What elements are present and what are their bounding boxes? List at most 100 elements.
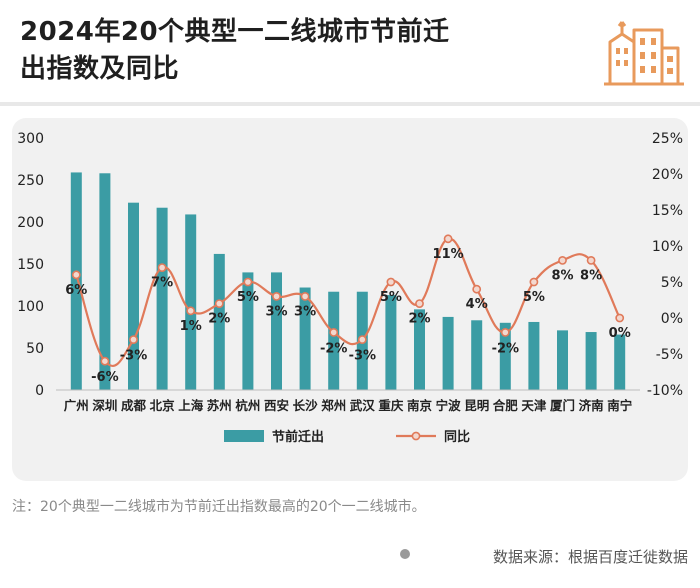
y-left-tick-label: 300 (17, 131, 44, 147)
bar-西安 (271, 272, 282, 390)
bar-上海 (185, 214, 197, 390)
y-right-tick-label: 10% (652, 239, 683, 255)
y-left-tick-label: 150 (17, 257, 44, 273)
bar-合肥 (499, 322, 511, 390)
x-tick-label: 杭州 (235, 398, 260, 413)
y-right-tick-label: 20% (652, 167, 683, 183)
line-point (357, 335, 367, 344)
line-point (186, 306, 196, 316)
data-label: -3% (120, 349, 147, 364)
x-tick-label: 厦门 (550, 398, 575, 413)
data-label: 5% (380, 290, 402, 305)
page-title: 2024年20个典型一二线城市节前迁 出指数及同比 (20, 14, 450, 88)
data-source: 数据来源：根据百度迁徙数据 (492, 548, 688, 566)
line-point (500, 327, 510, 337)
bar-南宁 (614, 334, 626, 390)
title-line-1: 2024年20个典型一二线城市节前迁 (20, 17, 450, 47)
y-right-tick-label: 0% (661, 311, 683, 327)
x-tick-label: 武汉 (350, 398, 376, 413)
line-point (272, 291, 281, 301)
y-right-tick-label: 15% (652, 203, 683, 219)
data-label: -2% (320, 341, 347, 356)
x-tick-label: 重庆 (378, 398, 404, 413)
data-label: 8% (551, 268, 573, 283)
bar-南京 (414, 309, 425, 390)
line-point (472, 284, 482, 294)
bar-长沙 (299, 287, 311, 390)
x-tick-label: 昆明 (464, 398, 489, 413)
bar-昆明 (471, 320, 483, 390)
x-tick-label: 西安 (264, 398, 289, 413)
data-label: 11% (433, 247, 464, 262)
data-label: 7% (151, 276, 173, 291)
bar-苏州 (213, 253, 225, 390)
y-left-tick-label: 0 (35, 383, 44, 399)
line-point (386, 277, 396, 287)
legend-marker-line (411, 431, 421, 441)
bar-宁波 (442, 316, 454, 390)
chart: 0 50 100 150 200 250 300 -10% -5% 0% 5% 10% 15% 20% 25… (17, 131, 683, 445)
chart-panel: 0 50 100 150 200 250 300 -10% -5% 0% 5% 10% 15% 20% 25… (12, 118, 688, 481)
y-left-tick-label: 100 (17, 299, 44, 315)
x-tick-label: 合肥 (493, 398, 519, 413)
bar-成都 (128, 202, 139, 390)
x-tick-label: 宁波 (436, 398, 462, 413)
x-tick-label: 北京 (150, 398, 176, 413)
x-tick-label: 成都 (121, 398, 147, 413)
data-label: 0% (609, 326, 631, 341)
line-point (415, 299, 424, 308)
line-point (300, 291, 310, 301)
data-label: 1% (180, 319, 202, 334)
footnote: 注：20个典型一二线城市为节前迁出指数最高的20个一二线城市。 (12, 499, 426, 515)
header-divider (0, 102, 700, 106)
x-tick-label: 长沙 (293, 398, 319, 413)
y-left-tick-label: 250 (17, 173, 44, 189)
data-label: 8% (580, 268, 602, 283)
bar-杭州 (242, 272, 254, 390)
data-label: 5% (523, 290, 545, 305)
line-point (586, 255, 596, 265)
x-tick-label: 上海 (178, 398, 204, 413)
data-label: 2% (408, 312, 430, 327)
data-label: -3% (349, 349, 376, 364)
data-label: 3% (265, 304, 287, 319)
legend-label-bar: 节前迁出 (272, 429, 324, 445)
bar-深圳 (99, 173, 111, 390)
y-right-tick-label: -10% (647, 383, 683, 399)
x-tick-label: 苏州 (207, 398, 232, 413)
data-label: 4% (466, 297, 488, 312)
bar-北京 (156, 207, 168, 390)
line-point (615, 313, 625, 323)
line-point (157, 263, 167, 272)
bar-郑州 (328, 291, 340, 390)
line-point (71, 270, 81, 280)
line-point (129, 335, 138, 344)
data-label: -2% (492, 341, 519, 356)
y-right-tick-label: -5% (656, 347, 683, 363)
line-point (100, 356, 110, 366)
x-tick-label: 南宁 (607, 398, 632, 413)
x-tick-label: 济南 (579, 398, 605, 413)
line-point (243, 277, 253, 287)
city-buildings-icon (604, 21, 684, 86)
source-bullet-icon (400, 549, 410, 559)
bar-广州 (70, 172, 82, 390)
bar-厦门 (557, 330, 568, 390)
data-label: -6% (91, 370, 118, 385)
x-tick-label: 广州 (64, 398, 89, 413)
x-tick-label: 深圳 (92, 398, 117, 413)
line-point (443, 234, 453, 244)
bar-重庆 (385, 295, 397, 390)
bar-天津 (528, 321, 540, 390)
data-label: 6% (65, 283, 87, 298)
y-left-tick-label: 50 (26, 341, 44, 357)
bar-济南 (585, 332, 597, 390)
x-tick-label: 南京 (407, 398, 433, 413)
line-point (529, 277, 539, 287)
line-point (558, 255, 567, 265)
x-tick-label: 郑州 (321, 398, 346, 413)
y-left-tick-label: 200 (17, 215, 44, 231)
line-point (214, 299, 224, 308)
y-right-tick-label: 5% (661, 275, 683, 291)
line-point (329, 327, 339, 337)
